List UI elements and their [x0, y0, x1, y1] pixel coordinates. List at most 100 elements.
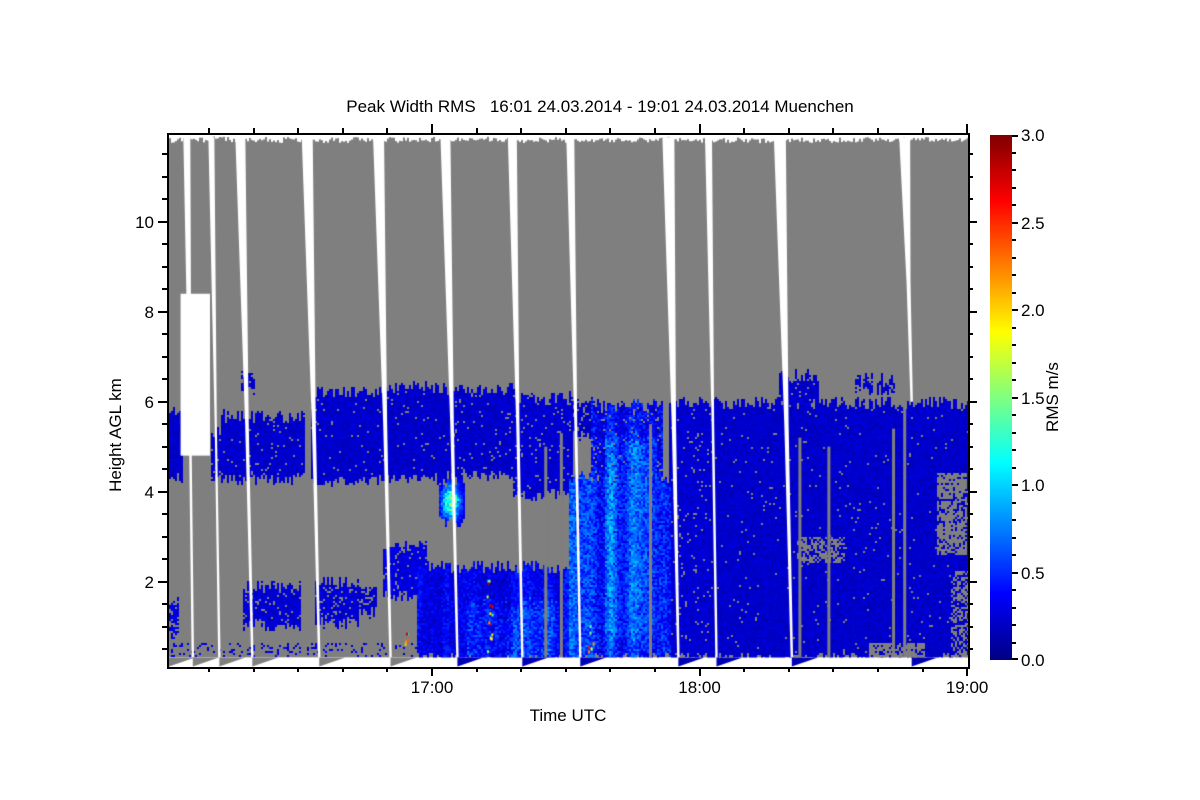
- x-tick: [832, 128, 835, 133]
- colorbar-minor-tick: [1012, 624, 1016, 626]
- x-tick: [609, 128, 612, 133]
- x-tick: [520, 667, 523, 672]
- y-tick: [158, 490, 167, 493]
- colorbar-minor-tick: [1012, 589, 1016, 591]
- x-tick: [341, 128, 344, 133]
- y-tick: [162, 355, 167, 358]
- y-tick: [968, 490, 977, 493]
- x-tick: [698, 124, 701, 133]
- y-tick: [968, 603, 973, 606]
- x-tick: [297, 667, 300, 672]
- colorbar-minor-tick: [1012, 414, 1016, 416]
- y-tick: [162, 288, 167, 291]
- x-tick-label: 17:00: [410, 678, 454, 697]
- y-tick: [968, 198, 973, 201]
- chart-title: Peak Width RMS 16:01 24.03.2014 - 19:01 …: [346, 97, 854, 116]
- colorbar-minor-tick: [1012, 239, 1016, 241]
- colorbar-tick-label: 1.5: [1021, 388, 1045, 408]
- y-tick: [162, 378, 167, 381]
- colorbar-tick-label: 0.0: [1021, 651, 1045, 670]
- y-tick: [968, 625, 973, 628]
- y-tick: [968, 220, 977, 223]
- y-tick: [158, 310, 167, 313]
- x-tick: [341, 667, 344, 672]
- colorbar-minor-tick: [1012, 466, 1016, 469]
- heatmap-canvas: [169, 135, 968, 667]
- y-tick: [162, 265, 167, 268]
- x-tick: [653, 667, 656, 672]
- colorbar-minor-tick: [1012, 274, 1016, 276]
- y-tick-label: 2: [144, 572, 154, 592]
- y-tick-label: 10: [135, 212, 154, 232]
- colorbar-minor-tick: [1012, 326, 1016, 329]
- x-axis-title: Time UTC: [529, 706, 607, 725]
- x-tick: [653, 128, 656, 133]
- colorbar-minor-tick: [1012, 169, 1016, 171]
- y-tick: [158, 580, 167, 583]
- colorbar-minor-tick: [1012, 519, 1016, 521]
- colorbar-minor-tick: [1012, 501, 1016, 504]
- y-tick: [162, 445, 167, 448]
- y-tick: [158, 400, 167, 403]
- y-tick: [968, 400, 977, 403]
- colorbar-tick-label: 2.0: [1021, 301, 1045, 320]
- x-tick: [876, 128, 879, 133]
- y-tick: [162, 558, 167, 561]
- colorbar-tick-label: 3.0: [1021, 126, 1045, 145]
- colorbar-minor-tick: [1012, 291, 1016, 294]
- colorbar-tick-label: 0.5: [1021, 563, 1045, 583]
- colorbar-minor-tick: [1012, 361, 1016, 364]
- y-tick: [162, 198, 167, 201]
- colorbar-tick: [1012, 135, 1018, 137]
- colorbar-tick: [1012, 221, 1018, 224]
- y-tick: [162, 625, 167, 628]
- colorbar-tick-label: 1.0: [1021, 476, 1045, 495]
- x-tick: [832, 667, 835, 672]
- y-tick: [968, 288, 973, 291]
- y-tick: [162, 535, 167, 538]
- y-tick: [968, 333, 973, 336]
- y-tick: [968, 558, 973, 561]
- y-tick: [968, 648, 973, 650]
- x-tick: [475, 667, 478, 672]
- colorbar-minor-tick: [1012, 344, 1016, 346]
- y-tick: [968, 243, 973, 246]
- colorbar-minor-tick: [1012, 379, 1016, 381]
- colorbar-minor-tick: [1012, 204, 1016, 206]
- colorbar-tick: [1012, 484, 1018, 486]
- y-tick-label: 6: [144, 392, 154, 412]
- x-tick: [431, 124, 434, 133]
- y-tick: [158, 220, 167, 223]
- y-tick: [968, 513, 973, 516]
- x-tick: [609, 667, 612, 672]
- colorbar-minor-tick: [1012, 256, 1016, 259]
- y-tick: [968, 580, 977, 583]
- y-tick: [162, 423, 167, 426]
- plot-border: [167, 133, 970, 669]
- y-tick: [162, 153, 167, 156]
- x-tick: [564, 128, 567, 133]
- y-tick: [162, 468, 167, 471]
- y-tick: [968, 468, 973, 471]
- x-tick: [475, 128, 478, 133]
- colorbar-minor-tick: [1012, 431, 1016, 434]
- x-tick: [787, 667, 790, 672]
- x-tick: [208, 667, 211, 672]
- colorbar-minor-tick: [1012, 641, 1016, 644]
- y-tick: [968, 153, 973, 156]
- colorbar-tick: [1012, 658, 1018, 660]
- x-tick: [386, 667, 389, 672]
- x-tick: [921, 128, 924, 133]
- x-tick: [921, 667, 924, 672]
- x-tick: [520, 128, 523, 133]
- colorbar-minor-tick: [1012, 449, 1016, 451]
- y-tick: [162, 175, 167, 178]
- x-tick: [787, 128, 790, 133]
- x-tick: [966, 667, 969, 676]
- x-tick-label: 19:00: [945, 678, 989, 697]
- x-tick: [297, 128, 300, 133]
- y-tick: [162, 243, 167, 246]
- y-tick: [162, 603, 167, 606]
- x-tick: [564, 667, 567, 672]
- x-tick: [208, 128, 211, 133]
